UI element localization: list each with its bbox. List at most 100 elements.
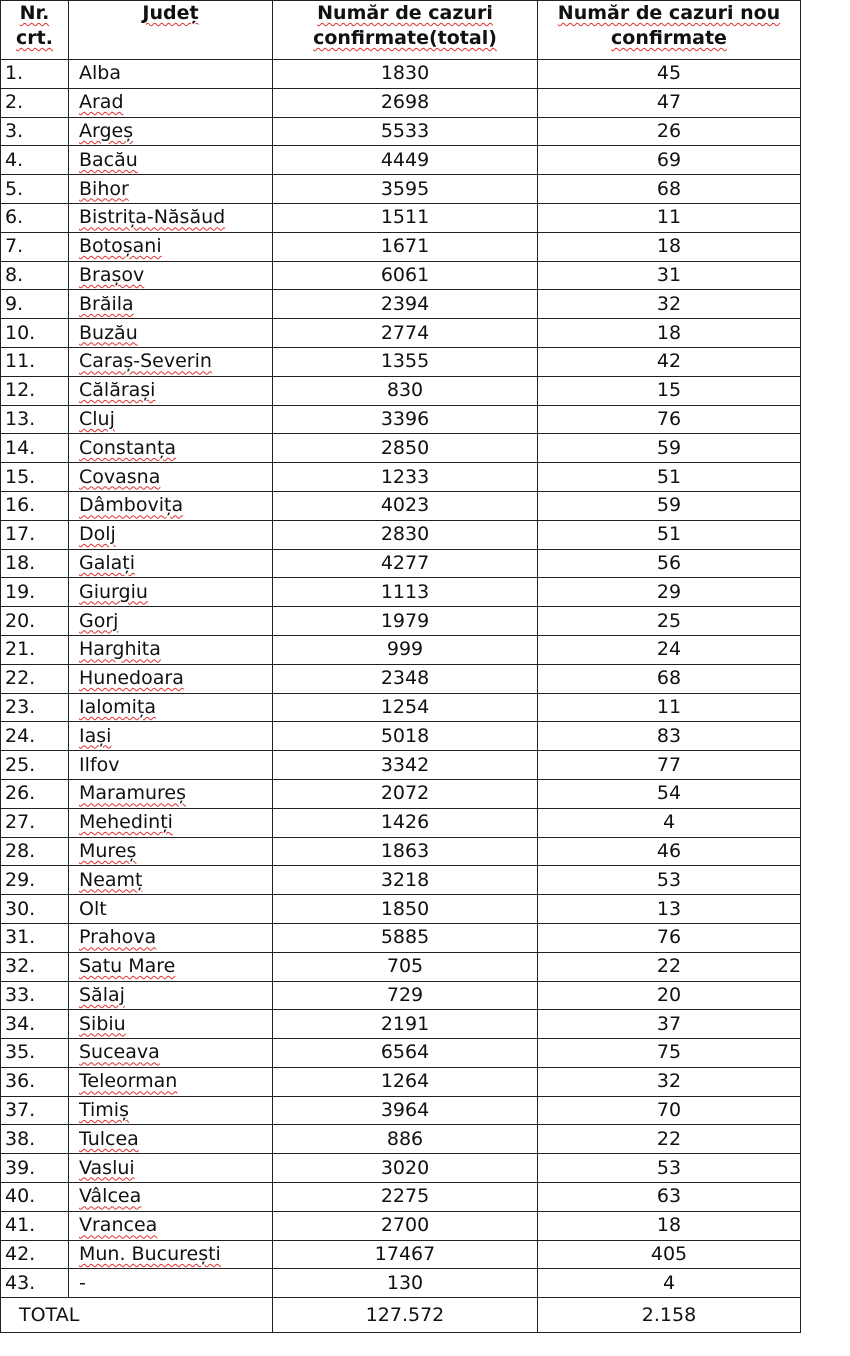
confirmed-total: 3218 <box>272 865 538 896</box>
confirmed-new: 18 <box>537 231 801 262</box>
county-name: Harghita <box>68 634 273 665</box>
confirmed-new: 76 <box>537 404 801 435</box>
county-name: Bacău <box>68 145 273 176</box>
confirmed-new: 56 <box>537 548 801 579</box>
county-name: Timiș <box>68 1095 273 1126</box>
confirmed-total: 2774 <box>272 318 538 348</box>
row-number: 31. <box>0 922 69 953</box>
row-number: 29. <box>0 865 69 896</box>
county-name: Suceava <box>68 1038 273 1068</box>
empty-column <box>800 0 850 60</box>
confirmed-total: 5885 <box>272 922 538 953</box>
confirmed-total: 705 <box>272 951 538 982</box>
county-name: Dolj <box>68 519 273 550</box>
row-number: 5. <box>0 174 69 204</box>
county-name: Argeș <box>68 116 273 147</box>
confirmed-new: 32 <box>537 1066 801 1097</box>
row-number: 32. <box>0 951 69 982</box>
confirmed-total: 1671 <box>272 231 538 262</box>
county-name: - <box>68 1268 273 1299</box>
confirmed-new: 46 <box>537 836 801 867</box>
confirmed-new: 54 <box>537 778 801 809</box>
confirmed-total: 6061 <box>272 260 538 291</box>
confirmed-total: 2850 <box>272 433 538 464</box>
confirmed-new: 47 <box>537 87 801 118</box>
county-name: Ilfov <box>68 750 273 780</box>
table-row: 27. Mehedinți 1426 4 <box>0 807 850 838</box>
county-name: Constanța <box>68 433 273 464</box>
row-number: 36. <box>0 1066 69 1097</box>
confirmed-total: 3020 <box>272 1153 538 1184</box>
total-row: TOTAL 127.572 2.158 <box>0 1297 850 1334</box>
confirmed-total: 17467 <box>272 1239 538 1270</box>
county-name: Buzău <box>68 318 273 348</box>
table-row: 30. Olt 1850 13 <box>0 894 850 924</box>
row-number: 38. <box>0 1124 69 1155</box>
confirmed-new: 22 <box>537 951 801 982</box>
confirmed-new: 69 <box>537 145 801 176</box>
confirmed-new: 13 <box>537 894 801 924</box>
confirmed-total: 2394 <box>272 289 538 320</box>
confirmed-new: 37 <box>537 1009 801 1040</box>
total-confirmed: 127.572 <box>272 1297 538 1334</box>
confirmed-new: 63 <box>537 1182 801 1212</box>
table-row: 29. Neamț 3218 53 <box>0 865 850 896</box>
row-number: 22. <box>0 663 69 694</box>
confirmed-total: 1863 <box>272 836 538 867</box>
table-row: 10. Buzău 2774 18 <box>0 318 850 348</box>
confirmed-total: 2830 <box>272 519 538 550</box>
confirmed-new: 59 <box>537 433 801 464</box>
table-row: 24. Iași 5018 83 <box>0 721 850 752</box>
county-name: Mehedinți <box>68 807 273 838</box>
confirmed-total: 830 <box>272 375 538 406</box>
row-number: 14. <box>0 433 69 464</box>
table-row: 17. Dolj 2830 51 <box>0 519 850 550</box>
row-number: 34. <box>0 1009 69 1040</box>
table-row: 40. Vâlcea 2275 63 <box>0 1182 850 1212</box>
table-row: 32. Satu Mare 705 22 <box>0 951 850 982</box>
county-name: Mun. București <box>68 1239 273 1270</box>
confirmed-new: 18 <box>537 318 801 348</box>
confirmed-total: 1979 <box>272 606 538 636</box>
county-name: Sălaj <box>68 980 273 1011</box>
confirmed-new: 405 <box>537 1239 801 1270</box>
county-name: Alba <box>68 59 273 89</box>
table-row: 35. Suceava 6564 75 <box>0 1038 850 1068</box>
table-row: 16. Dâmbovița 4023 59 <box>0 490 850 521</box>
row-number: 2. <box>0 87 69 118</box>
confirmed-total: 3342 <box>272 750 538 780</box>
table-row: 3. Argeș 5533 26 <box>0 116 850 147</box>
row-number: 35. <box>0 1038 69 1068</box>
confirmed-new: 83 <box>537 721 801 752</box>
county-name: Brăila <box>68 289 273 320</box>
header-total: Număr de cazuri confirmate(total) <box>272 0 538 60</box>
table-row: 37. Timiș 3964 70 <box>0 1095 850 1126</box>
county-name: Vrancea <box>68 1210 273 1241</box>
confirmed-total: 1850 <box>272 894 538 924</box>
confirmed-total: 130 <box>272 1268 538 1299</box>
county-name: Tulcea <box>68 1124 273 1155</box>
header-row: Nr. crt. Județ Număr de cazuri confirmat… <box>0 0 850 60</box>
county-name: Satu Mare <box>68 951 273 982</box>
table-row: 36. Teleorman 1264 32 <box>0 1066 850 1097</box>
confirmed-total: 3396 <box>272 404 538 435</box>
row-number: 11. <box>0 346 69 377</box>
county-name: Neamț <box>68 865 273 896</box>
header-judet: Județ <box>68 0 273 60</box>
table-row: 8. Brașov 6061 31 <box>0 260 850 291</box>
table-row: 1. Alba 1830 45 <box>0 59 850 89</box>
county-name: Vaslui <box>68 1153 273 1184</box>
confirmed-total: 1113 <box>272 577 538 608</box>
confirmed-total: 1233 <box>272 462 538 492</box>
row-number: 43. <box>0 1268 69 1299</box>
county-name: Dâmbovița <box>68 490 273 521</box>
table-row: 14. Constanța 2850 59 <box>0 433 850 464</box>
confirmed-new: 20 <box>537 980 801 1011</box>
row-number: 42. <box>0 1239 69 1270</box>
confirmed-new: 68 <box>537 174 801 204</box>
row-number: 40. <box>0 1182 69 1212</box>
table-row: 25. Ilfov 3342 77 <box>0 750 850 780</box>
table-row: 13. Cluj 3396 76 <box>0 404 850 435</box>
row-number: 39. <box>0 1153 69 1184</box>
